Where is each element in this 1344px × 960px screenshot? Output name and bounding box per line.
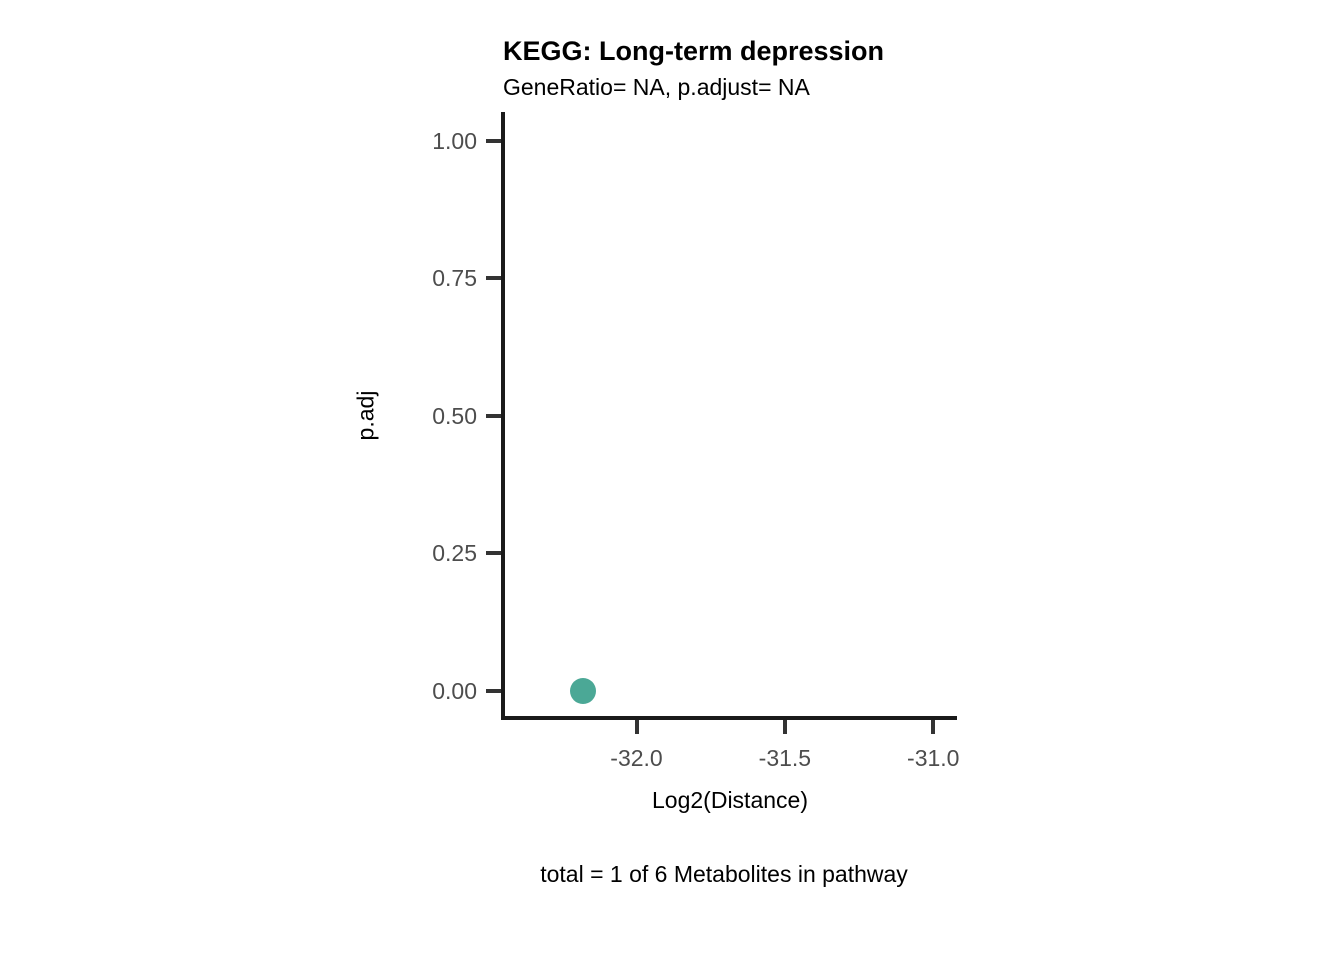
chart-subtitle: GeneRatio= NA, p.adjust= NA <box>503 74 810 100</box>
x-axis-tick-label: -32.0 <box>610 745 663 771</box>
x-axis-title: Log2(Distance) <box>652 787 808 813</box>
y-axis-tick <box>486 551 501 555</box>
x-axis-tick-label: -31.5 <box>758 745 812 771</box>
chart-title: KEGG: Long-term depression <box>503 36 885 66</box>
data-point <box>570 677 597 704</box>
x-axis-tick <box>634 720 639 734</box>
chart-caption: total = 1 of 6 Metabolites in pathway <box>540 861 908 887</box>
x-axis-tick <box>931 720 936 734</box>
y-axis-tick <box>486 413 501 418</box>
plot-panel <box>501 112 957 720</box>
y-axis-tick-label: 0.75 <box>432 265 477 291</box>
y-axis-tick-label: 1.00 <box>432 127 477 154</box>
y-axis-tick <box>486 688 501 693</box>
y-axis-tick-label: 0.25 <box>432 540 477 566</box>
y-axis-tick <box>486 276 501 280</box>
y-axis-tick-label: 0.50 <box>432 402 477 429</box>
y-axis-tick-label: 0.00 <box>432 677 477 704</box>
x-axis-tick-label: -31.0 <box>907 745 960 771</box>
x-axis-tick <box>782 720 787 734</box>
y-axis-title: p.adj <box>352 390 379 441</box>
y-axis-tick <box>486 138 501 143</box>
